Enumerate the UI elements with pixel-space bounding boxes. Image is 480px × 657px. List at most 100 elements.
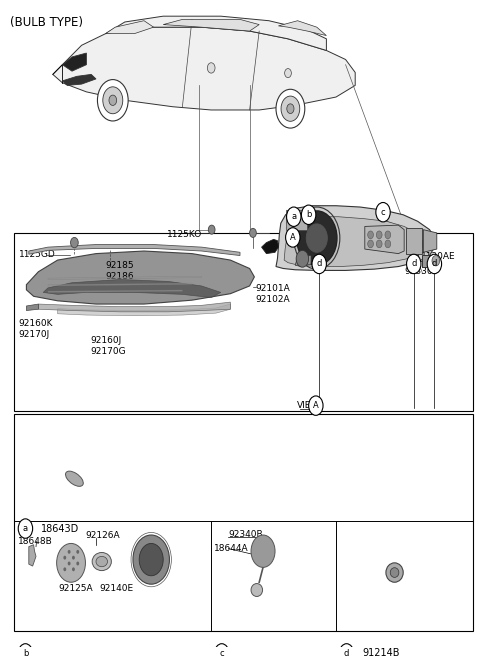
Polygon shape — [29, 545, 36, 566]
Ellipse shape — [96, 556, 108, 567]
Circle shape — [250, 229, 256, 237]
Circle shape — [139, 543, 163, 576]
Circle shape — [251, 535, 275, 568]
Circle shape — [296, 250, 309, 267]
Text: 91214B: 91214B — [362, 648, 400, 657]
Circle shape — [286, 228, 300, 247]
Bar — [422, 255, 433, 267]
Polygon shape — [163, 20, 259, 31]
Bar — [14, 233, 473, 411]
Circle shape — [103, 87, 123, 114]
Text: 92101A
92102A: 92101A 92102A — [256, 284, 290, 304]
Polygon shape — [106, 16, 326, 51]
Circle shape — [368, 231, 373, 238]
Text: 92140E: 92140E — [100, 584, 134, 593]
Circle shape — [376, 231, 382, 238]
Text: 92131
92132D: 92131 92132D — [300, 246, 336, 265]
Polygon shape — [29, 244, 240, 256]
Circle shape — [301, 205, 316, 225]
Circle shape — [208, 225, 215, 234]
Circle shape — [376, 240, 382, 248]
Polygon shape — [48, 290, 182, 292]
Text: b: b — [23, 649, 28, 657]
Circle shape — [306, 224, 327, 252]
Text: 92160J
92170G: 92160J 92170G — [90, 336, 126, 356]
Text: 18643D: 18643D — [41, 524, 79, 533]
Text: VIEW: VIEW — [297, 401, 320, 410]
Circle shape — [72, 556, 75, 560]
Circle shape — [281, 96, 300, 122]
Circle shape — [72, 568, 75, 571]
Polygon shape — [48, 276, 202, 279]
Text: 92340B: 92340B — [228, 530, 263, 539]
Polygon shape — [278, 21, 326, 35]
Polygon shape — [43, 279, 221, 298]
Text: 92125A: 92125A — [59, 584, 93, 593]
Bar — [286, 210, 307, 230]
Ellipse shape — [390, 568, 399, 578]
Text: c: c — [381, 208, 385, 217]
Ellipse shape — [92, 553, 111, 570]
Circle shape — [309, 396, 323, 415]
Circle shape — [385, 240, 391, 248]
Circle shape — [63, 568, 66, 571]
Polygon shape — [365, 225, 404, 254]
Circle shape — [276, 89, 305, 128]
Circle shape — [285, 68, 291, 78]
Text: 1120AE: 1120AE — [421, 252, 456, 261]
Text: 18648B: 18648B — [18, 537, 53, 546]
Circle shape — [215, 644, 229, 657]
Polygon shape — [38, 302, 230, 312]
Circle shape — [207, 63, 215, 73]
Text: 92126A: 92126A — [85, 531, 120, 540]
Circle shape — [76, 562, 79, 566]
Polygon shape — [58, 304, 230, 316]
Polygon shape — [53, 27, 355, 110]
Circle shape — [368, 240, 373, 248]
Bar — [14, 414, 473, 631]
Text: 18644A: 18644A — [214, 544, 249, 553]
Circle shape — [133, 535, 169, 584]
Circle shape — [63, 556, 66, 560]
Ellipse shape — [251, 583, 263, 597]
Text: c: c — [219, 649, 224, 657]
Polygon shape — [26, 304, 38, 311]
Polygon shape — [62, 74, 96, 85]
Circle shape — [297, 211, 337, 265]
Polygon shape — [276, 206, 434, 271]
Text: 92330F: 92330F — [405, 267, 438, 276]
Ellipse shape — [65, 471, 84, 486]
Polygon shape — [284, 217, 422, 267]
Text: b: b — [306, 210, 312, 219]
Circle shape — [109, 95, 117, 106]
Polygon shape — [106, 21, 154, 34]
Text: (BULB TYPE): (BULB TYPE) — [10, 16, 83, 29]
Text: 1125GD: 1125GD — [19, 250, 56, 260]
Polygon shape — [48, 283, 192, 286]
Circle shape — [312, 254, 326, 274]
Text: d: d — [316, 260, 322, 269]
Circle shape — [68, 562, 71, 566]
Text: 1125KO: 1125KO — [167, 230, 202, 238]
Circle shape — [57, 543, 85, 582]
Text: d: d — [411, 260, 417, 269]
Text: A: A — [313, 401, 319, 410]
Polygon shape — [295, 214, 311, 223]
Circle shape — [287, 207, 301, 227]
Text: d: d — [344, 649, 349, 657]
Text: a: a — [291, 212, 296, 221]
Polygon shape — [262, 239, 278, 254]
Circle shape — [385, 231, 391, 238]
Text: d: d — [432, 260, 437, 269]
Circle shape — [18, 519, 33, 538]
Circle shape — [68, 550, 71, 554]
Circle shape — [18, 644, 33, 657]
Ellipse shape — [386, 563, 403, 582]
Text: a: a — [23, 524, 28, 533]
Text: 92160K
92170J: 92160K 92170J — [18, 319, 53, 339]
Circle shape — [287, 104, 294, 114]
Polygon shape — [406, 228, 422, 254]
Circle shape — [407, 254, 421, 274]
Polygon shape — [295, 256, 311, 267]
Circle shape — [427, 254, 442, 274]
